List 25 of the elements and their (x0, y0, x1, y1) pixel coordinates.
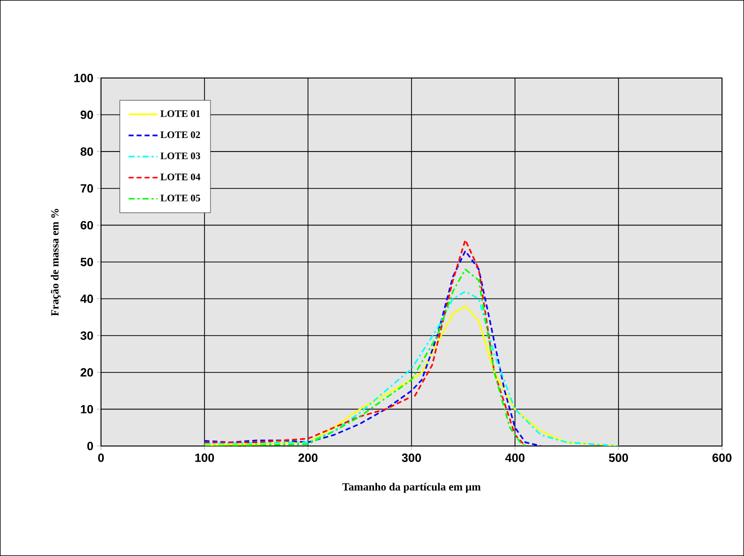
x-tick-label: 600 (712, 454, 732, 462)
x-tick-label: 0 (98, 454, 104, 462)
x-tick-label: 500 (608, 454, 628, 462)
y-tick-label: 20 (80, 368, 93, 377)
y-tick-label: 50 (80, 258, 93, 266)
y-tick-label: 30 (80, 331, 93, 340)
x-tick-label: 400 (505, 454, 524, 462)
y-tick-label: 60 (80, 220, 93, 230)
y-tick-label: 70 (80, 184, 93, 193)
x-tick-label: 200 (298, 454, 318, 462)
y-tick-label: 0 (87, 442, 93, 450)
y-tick-label: 90 (80, 110, 93, 120)
legend-label: LOTE 04 (160, 174, 200, 180)
y-axis-title: Fração de massa em % (50, 208, 61, 316)
y-tick-label: 100 (74, 74, 93, 82)
legend-label: LOTE 03 (160, 152, 200, 160)
legend-label: LOTE 02 (160, 131, 200, 138)
y-tick-label: 40 (80, 294, 93, 304)
x-axis-title: Tamanho da partícula em µm (342, 482, 481, 493)
x-tick-label: 100 (195, 454, 214, 462)
y-tick-label: 10 (80, 404, 93, 414)
y-tick-label: 80 (80, 147, 93, 156)
legend-label: LOTE 01 (160, 110, 200, 117)
x-tick-label: 300 (402, 454, 421, 462)
legend-label: LOTE 05 (160, 194, 200, 202)
